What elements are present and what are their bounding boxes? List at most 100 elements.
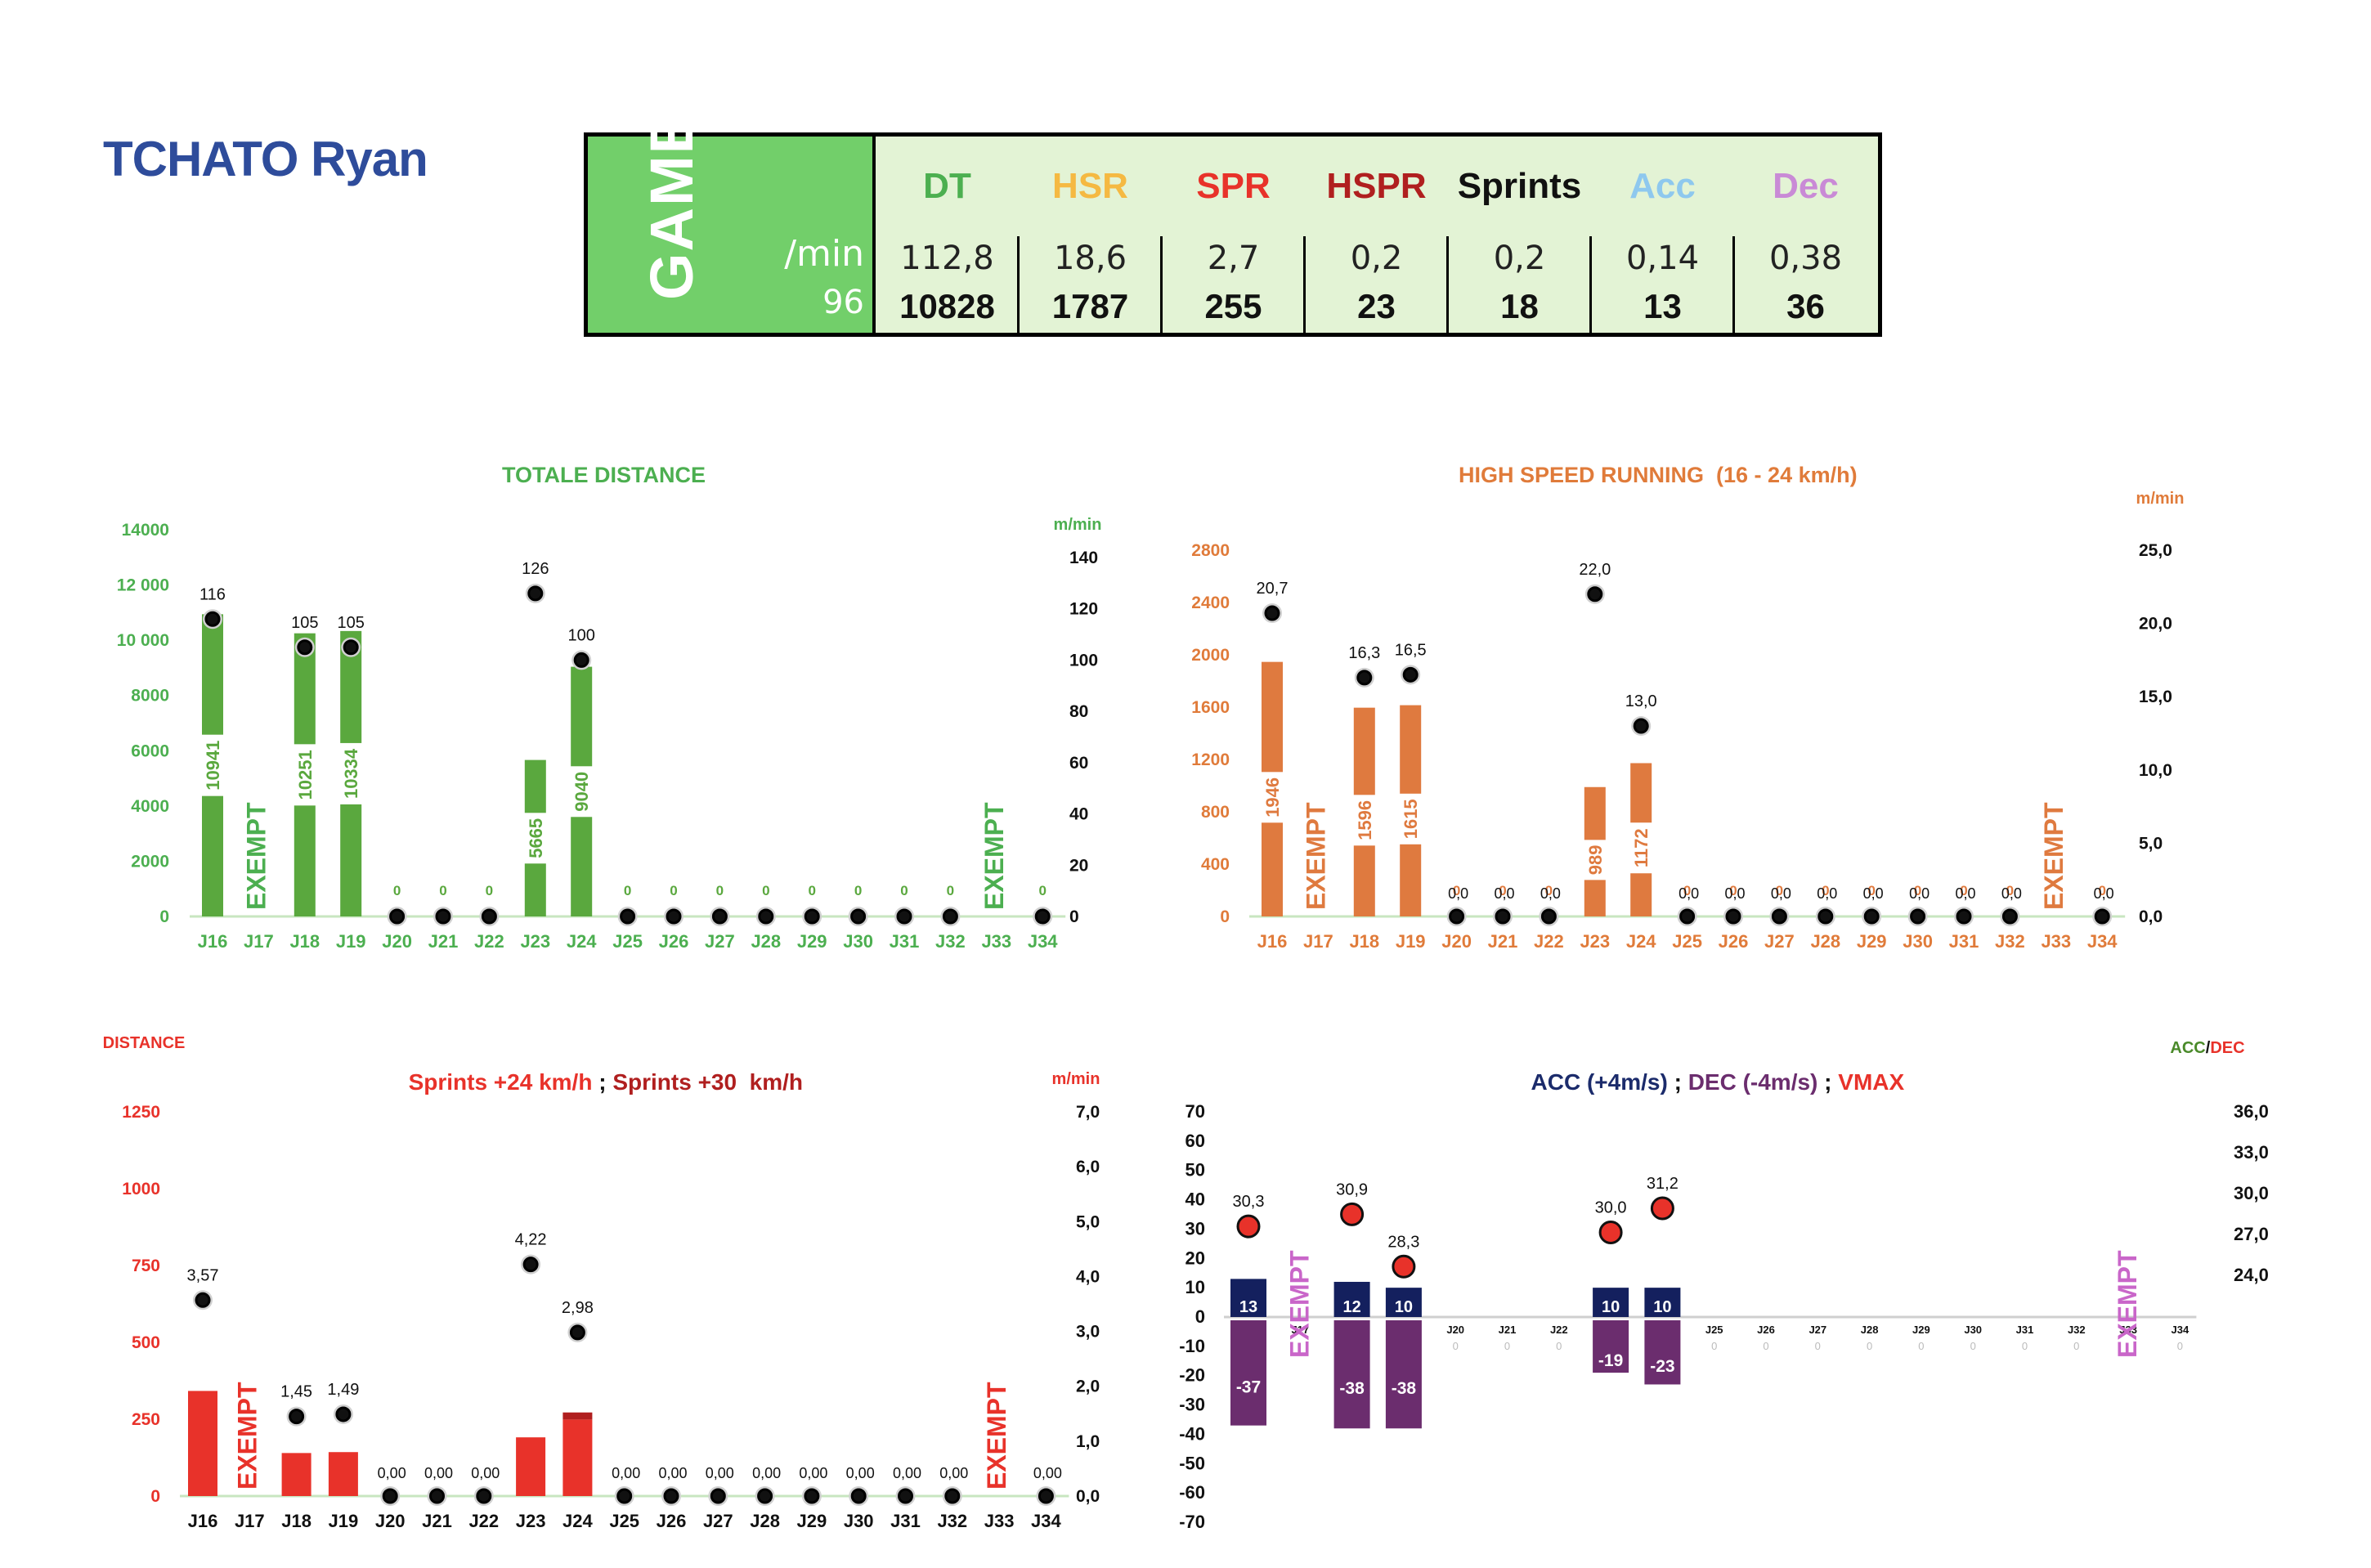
accdec-title-sep2: ;: [1817, 1069, 1839, 1095]
hsr-point: [1356, 670, 1373, 686]
sprints-point: [757, 1488, 773, 1504]
sprints-x-tick: J19: [329, 1511, 359, 1531]
summary-col-dt: DT 112,8 10828: [876, 137, 1019, 333]
distance-bar-label: 0: [808, 883, 815, 898]
sprints-x-tick: J31: [890, 1511, 921, 1531]
sprints-exempt-label: EXEMPT: [232, 1382, 262, 1490]
distance-right-unit: m/min: [1054, 516, 1102, 534]
distance-point: [297, 639, 313, 656]
accdec-acc-bar: [1385, 1288, 1422, 1317]
accdec-dec-bar: [1593, 1320, 1629, 1373]
hsr-bar-label-bg: [1582, 840, 1607, 880]
accdec-dec-bar: [1333, 1320, 1370, 1429]
hsr-x-tick: J34: [2087, 931, 2118, 952]
accdec-vmax-point: [1236, 1214, 1261, 1239]
hsr-point: [2094, 908, 2110, 925]
sprints-bar: [188, 1391, 217, 1496]
hsr-point-label: 0,0: [1724, 885, 1745, 902]
accdec-y-left-tick: -20: [1179, 1365, 1205, 1386]
distance-bar-label: 0: [1038, 883, 1046, 898]
distance-point-label: 105: [338, 614, 365, 632]
accdec-dec-bar: [1230, 1320, 1266, 1426]
hsr-point: [1956, 908, 1972, 925]
hsr-y-right-tick: 15,0: [2139, 688, 2172, 706]
summary-col-hspr: HSPR 0,2 23: [1305, 137, 1448, 333]
hsr-x-tick: J24: [1626, 931, 1656, 952]
accdec-zero-marker: 0: [1504, 1340, 1510, 1352]
accdec-legend: ACC/DEC: [2170, 1039, 2244, 1057]
hsr-right-unit: m/min: [2136, 490, 2185, 508]
sprints-bar: [562, 1419, 593, 1496]
distance-bar-label: 5665: [526, 818, 546, 858]
accdec-x-tick: J32: [2068, 1324, 2086, 1336]
hsr-point-label: 0,0: [1909, 885, 1930, 902]
distance-bar-label-bg: [522, 813, 548, 864]
sprints-point-label: 0,00: [706, 1465, 734, 1481]
sprints-x-tick: J20: [375, 1511, 406, 1531]
sprints-point: [382, 1488, 398, 1504]
sprints-point-label: 0,00: [893, 1465, 921, 1481]
hsr-x-tick: J26: [1719, 931, 1749, 952]
hsr-bar-label: 1946: [1262, 777, 1283, 818]
distance-y-right-tick: 80: [1069, 702, 1088, 721]
distance-point: [204, 611, 221, 627]
hsr-point: [1402, 666, 1419, 683]
distance-chart-title: TOTALE DISTANCE: [502, 463, 706, 487]
sprints-title-b: Sprints +30 km/h: [612, 1069, 803, 1095]
accdec-zero-marker: 0: [1867, 1340, 1872, 1352]
hsr-y-right-tick: 5,0: [2139, 834, 2163, 853]
summary-col-separator: [1589, 236, 1592, 333]
hsr-bar-label: 1596: [1355, 800, 1375, 840]
summary-col-label: Sprints: [1457, 166, 1582, 206]
hsr-point-label: 16,5: [1395, 641, 1427, 659]
hsr-bar-label: 0: [1867, 883, 1875, 898]
distance-bar-label: 0: [393, 883, 401, 898]
accdec-acc-label: 12: [1342, 1298, 1360, 1316]
accdec-zero-marker: 0: [2073, 1340, 2079, 1352]
hsr-bar-label: 0: [1683, 883, 1691, 898]
distance-bar-label-bg: [338, 742, 364, 804]
accdec-zero-marker: 0: [1918, 1340, 1924, 1352]
accdec-dec-label: -19: [1598, 1351, 1623, 1370]
hsr-point: [1817, 908, 1834, 925]
sprints-point-label: 0,00: [939, 1465, 968, 1481]
accdec-vmax-label: 30,3: [1233, 1193, 1265, 1211]
sprints-bar: [328, 1452, 358, 1496]
distance-bar-label: 0: [624, 883, 631, 898]
sprints-point-label: 0,00: [752, 1465, 781, 1481]
sprints-y-right-tick: 2,0: [1076, 1378, 1100, 1396]
accdec-y-right-tick: 36,0: [2234, 1101, 2269, 1122]
sprints-y-left-tick: 0: [150, 1487, 160, 1506]
distance-bar-label: 0: [439, 883, 446, 898]
sprints-right-unit: m/min: [1052, 1070, 1100, 1088]
accdec-exempt-label: EXEMPT: [2113, 1250, 2142, 1358]
hsr-bar-label: 0: [1499, 883, 1506, 898]
sprints-chart-title: Sprints +24 km/h ; Sprints +30 km/h: [396, 1043, 803, 1095]
sprints-point: [289, 1409, 305, 1425]
hsr-bar-label-bg: [1398, 793, 1423, 844]
sprints-point: [335, 1406, 352, 1422]
hsr-point: [1863, 908, 1880, 925]
accdec-acc-bar: [1644, 1288, 1681, 1317]
hsr-bar-label: 0: [1545, 883, 1553, 898]
summary-col-total: 13: [1643, 287, 1682, 325]
hsr-bar-label: 0: [2098, 883, 2105, 898]
hsr-point-label: 0,0: [1494, 885, 1514, 902]
distance-point: [435, 908, 451, 925]
sprints-point-label: 3,57: [187, 1266, 219, 1284]
hsr-bar-label: 0: [1822, 883, 1829, 898]
distance-point: [942, 908, 958, 925]
accdec-y-right-tick: 24,0: [2234, 1265, 2269, 1285]
sprints-point-label: 0,00: [1033, 1465, 1062, 1481]
distance-y-right-tick: 60: [1069, 754, 1088, 773]
hsr-y-left-tick: 1600: [1191, 698, 1230, 717]
sprints-x-tick: J16: [188, 1511, 218, 1531]
accdec-x-tick: J28: [1861, 1324, 1879, 1336]
summary-col-acc: Acc 0,14 13: [1591, 137, 1734, 333]
distance-y-left-tick: 8000: [131, 687, 169, 706]
accdec-acc-bar: [1593, 1288, 1629, 1317]
hsr-y-left-tick: 2400: [1191, 594, 1230, 612]
accdec-vmax-point: [1340, 1202, 1365, 1226]
distance-bar-label: 10334: [341, 748, 361, 799]
accdec-vmax-label: 30,9: [1336, 1180, 1368, 1198]
